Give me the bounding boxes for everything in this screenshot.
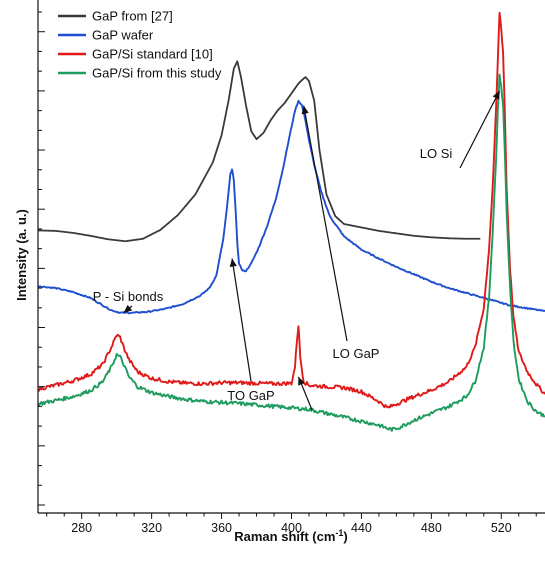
series-line-3 xyxy=(38,11,545,409)
legend-label: GaP/Si from this study xyxy=(92,66,222,81)
annotation-label: LO Si xyxy=(420,146,453,161)
annotations: P - Si bonds TO GaP LO GaP LO Si xyxy=(93,90,501,411)
annotation-arrowhead xyxy=(301,105,309,115)
legend: GaP from [27] GaP wafer GaP/Si standard [1… xyxy=(58,9,222,81)
annotation-arrowhead xyxy=(298,376,305,386)
legend-label: GaP wafer xyxy=(92,28,154,43)
x-tick-label: 440 xyxy=(351,521,372,535)
x-tick-label: 360 xyxy=(211,521,232,535)
series-layer xyxy=(38,11,545,432)
series-line-4 xyxy=(38,73,545,432)
x-axis-title: Raman shift (cm-1) xyxy=(234,528,348,544)
y-axis-title: Intensity (a. u.) xyxy=(14,209,29,301)
annotation-label: LO GaP xyxy=(333,346,380,361)
annotation-arrow xyxy=(459,90,501,169)
annotation-arrowhead xyxy=(123,304,133,313)
legend-label: GaP/Si standard [10] xyxy=(92,47,213,62)
annotation-arrowhead xyxy=(229,258,237,267)
x-tick-label: 320 xyxy=(141,521,162,535)
axis-layer: 280 320 360 400 440 480 520 xyxy=(37,0,545,535)
annotation-label: P - Si bonds xyxy=(93,289,164,304)
x-tick-label: 400 xyxy=(281,521,302,535)
annotation-arrow xyxy=(231,258,252,382)
annotation-label: TO GaP xyxy=(227,388,274,403)
series-line-1 xyxy=(38,60,481,243)
series-line-2 xyxy=(38,99,545,315)
x-tick-label: 480 xyxy=(421,521,442,535)
annotation-arrow xyxy=(303,105,348,342)
annotation-arrowhead xyxy=(492,90,500,100)
x-tick-label: 280 xyxy=(71,521,92,535)
legend-label: GaP from [27] xyxy=(92,9,173,24)
x-tick-label: 520 xyxy=(491,521,512,535)
